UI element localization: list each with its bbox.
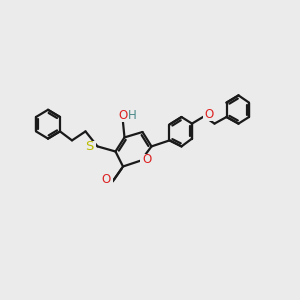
Text: H: H: [128, 109, 137, 122]
FancyBboxPatch shape: [203, 108, 216, 121]
FancyBboxPatch shape: [100, 173, 113, 186]
Text: O: O: [142, 153, 152, 167]
FancyBboxPatch shape: [140, 154, 154, 166]
Text: O: O: [102, 173, 111, 186]
FancyBboxPatch shape: [83, 141, 97, 153]
Text: O: O: [205, 108, 214, 121]
FancyBboxPatch shape: [126, 110, 139, 122]
Text: S: S: [85, 140, 94, 154]
Text: O: O: [118, 109, 127, 122]
FancyBboxPatch shape: [116, 110, 130, 122]
